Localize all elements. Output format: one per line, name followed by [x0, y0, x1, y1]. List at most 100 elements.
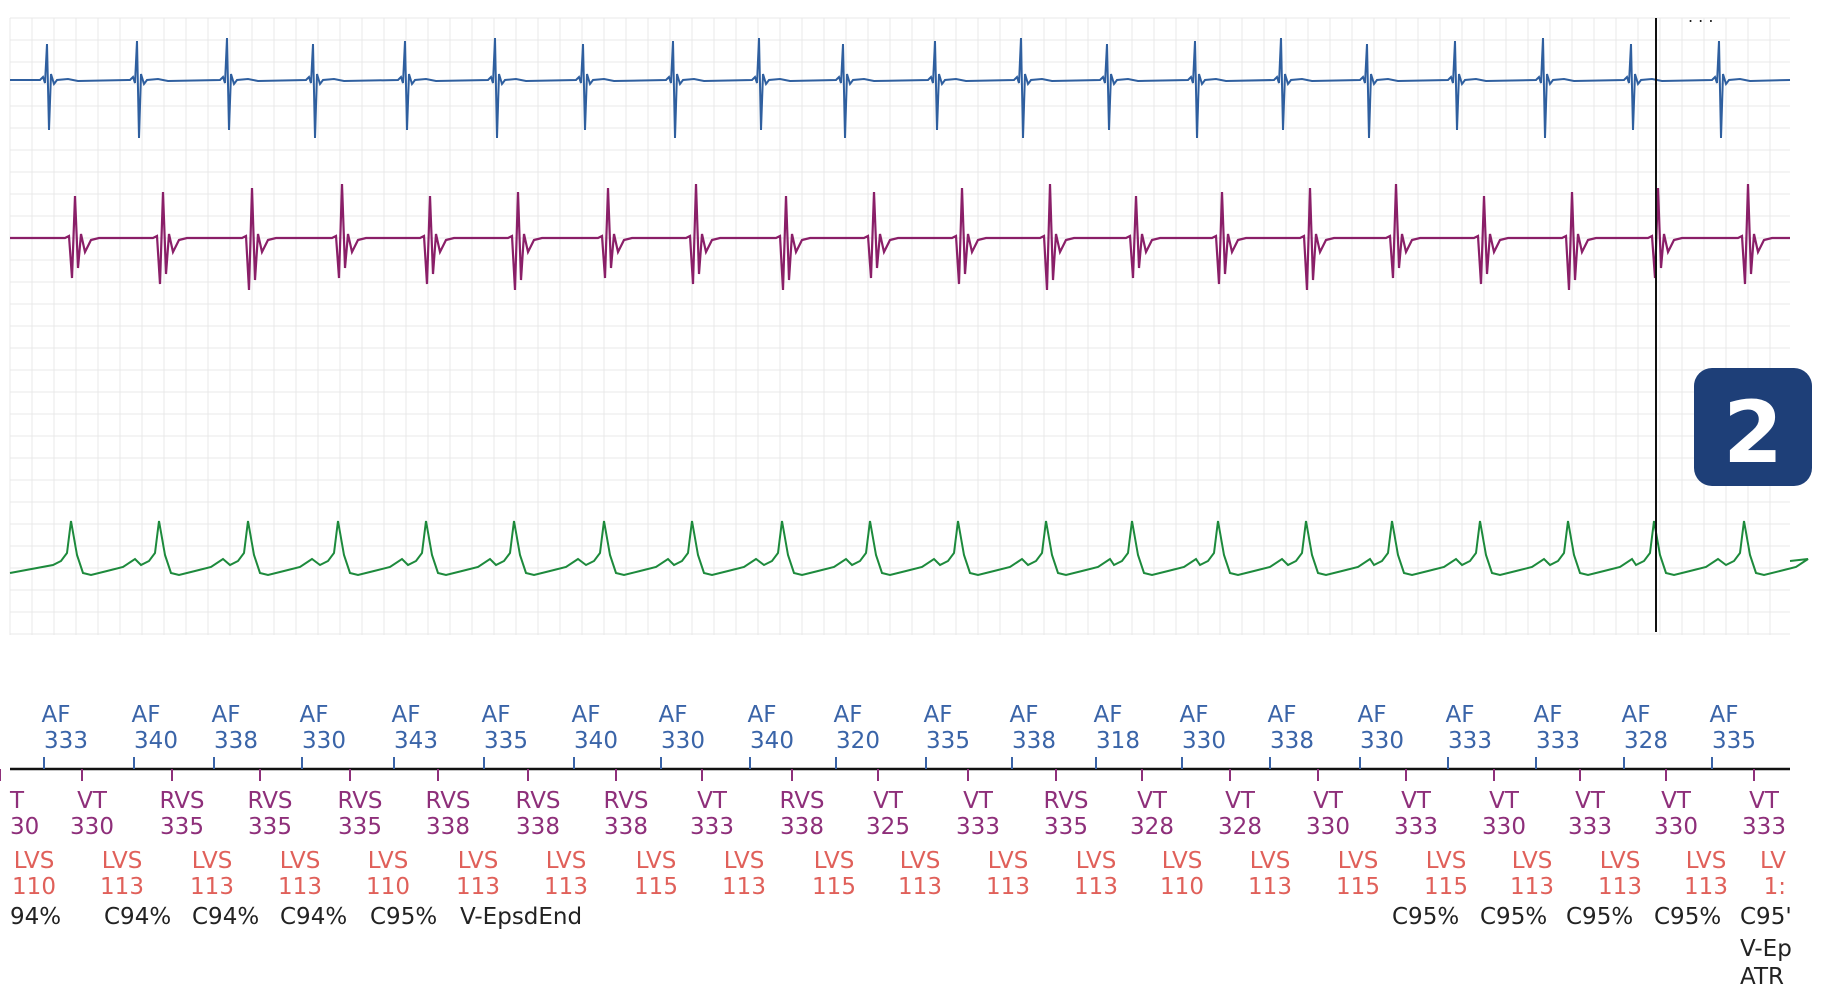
- ventricular-marker-interval: 338: [604, 814, 648, 840]
- atrial-marker-interval: 340: [134, 728, 178, 754]
- atrial-marker-label: AF: [212, 702, 241, 728]
- ventricular-marker-label: VT: [697, 788, 728, 814]
- atrial-marker-interval: 335: [1712, 728, 1756, 754]
- atrial-marker-interval: 340: [750, 728, 794, 754]
- lv-marker-interval: 113: [898, 874, 942, 900]
- ventricular-marker-label: RVS: [425, 788, 470, 814]
- atrial-marker-label: AF: [924, 702, 953, 728]
- atrial-marker-interval: 330: [661, 728, 705, 754]
- lv-marker-label: LVS: [192, 848, 233, 874]
- lv-marker-interval: 115: [634, 874, 678, 900]
- atrial-marker-label: AF: [1622, 702, 1651, 728]
- ventricular-marker-interval: 335: [338, 814, 382, 840]
- atrial-marker-interval: 333: [1536, 728, 1580, 754]
- ventricular-marker-label: VT: [1225, 788, 1256, 814]
- ventricular-marker-interval: 338: [426, 814, 470, 840]
- lv-marker-label: LVS: [1338, 848, 1379, 874]
- ventricular-marker-label: RVS: [1043, 788, 1088, 814]
- ventricular-marker-label: T: [9, 788, 25, 814]
- ventricular-marker-interval: 333: [1742, 814, 1786, 840]
- shock-egm-trace: [9, 520, 1809, 577]
- ventricular-marker-label: VT: [873, 788, 904, 814]
- lv-marker-interval: 113: [190, 874, 234, 900]
- capture-annotation: C95%: [370, 904, 437, 930]
- egm-grid: [9, 17, 1790, 635]
- atrial-marker-label: AF: [659, 702, 688, 728]
- atrial-marker-interval: 338: [1012, 728, 1056, 754]
- panel-badge-label: 2: [1723, 383, 1783, 483]
- ventricular-marker-interval: 338: [780, 814, 824, 840]
- ventricular-marker-label: RVS: [159, 788, 204, 814]
- lv-marker-label: LVS: [368, 848, 409, 874]
- atrial-marker-interval: 340: [574, 728, 618, 754]
- atrial-marker-interval: 330: [1360, 728, 1404, 754]
- ventricular-marker-interval: 338: [516, 814, 560, 840]
- atrial-marker-interval: 318: [1096, 728, 1140, 754]
- lv-marker-label: LVS: [900, 848, 941, 874]
- ventricular-marker-label: RVS: [247, 788, 292, 814]
- ventricular-marker-label: VT: [1137, 788, 1168, 814]
- lv-marker-interval: 113: [1510, 874, 1554, 900]
- lv-marker-label: LVS: [280, 848, 321, 874]
- ventricular-marker-interval: 335: [1044, 814, 1088, 840]
- ventricular-marker-label: RVS: [337, 788, 382, 814]
- atrial-marker-label: AF: [1010, 702, 1039, 728]
- lv-marker-label: LVS: [988, 848, 1029, 874]
- atrial-marker-label: AF: [748, 702, 777, 728]
- marker-ticks: [0, 757, 1755, 781]
- lv-marker-label: LV: [1760, 848, 1786, 874]
- lv-marker-interval: 113: [100, 874, 144, 900]
- panel-badge-box: [1694, 368, 1812, 486]
- lv-marker-label: LVS: [14, 848, 55, 874]
- ventricular-marker-interval: 330: [1654, 814, 1698, 840]
- lv-marker-label: LVS: [1686, 848, 1727, 874]
- lv-marker-interval: 1:: [1764, 874, 1786, 900]
- capture-annotation: C95%: [1654, 904, 1721, 930]
- ventricular-marker-interval: 333: [1394, 814, 1438, 840]
- capture-annotation: C94%: [192, 904, 259, 930]
- ventricular-marker-interval: 328: [1218, 814, 1262, 840]
- lv-marker-interval: 113: [986, 874, 1030, 900]
- atrial-marker-interval: 320: [836, 728, 880, 754]
- ventricular-marker-label: VT: [1313, 788, 1344, 814]
- ventricular-marker-interval: 330: [1306, 814, 1350, 840]
- ventricular-marker-interval: 328: [1130, 814, 1174, 840]
- atrial-marker-label: AF: [1094, 702, 1123, 728]
- capture-annotation: V-EpsdEnd: [460, 904, 582, 930]
- lv-marker-interval: 110: [12, 874, 56, 900]
- lv-marker-label: LVS: [1250, 848, 1291, 874]
- ventricular-marker-label: VT: [1575, 788, 1606, 814]
- episode-annotation: V-Ep: [1740, 936, 1792, 962]
- episode-annotation: ATR: [1740, 964, 1784, 990]
- atrial-marker-label: AF: [1534, 702, 1563, 728]
- lv-marker-interval: 113: [1074, 874, 1118, 900]
- lv-marker-label: LVS: [102, 848, 143, 874]
- atrial-marker-label: AF: [42, 702, 71, 728]
- lv-marker-interval: 110: [1160, 874, 1204, 900]
- lv-marker-interval: 113: [1248, 874, 1292, 900]
- capture-annotation: C94%: [104, 904, 171, 930]
- lv-marker-interval: 115: [812, 874, 856, 900]
- capture-annotation: C95%: [1566, 904, 1633, 930]
- lv-marker-label: LVS: [1162, 848, 1203, 874]
- atrial-marker-interval: 333: [44, 728, 88, 754]
- lv-marker-interval: 113: [544, 874, 588, 900]
- atrial-egm-trace: [10, 37, 1791, 139]
- atrial-marker-label: AF: [132, 702, 161, 728]
- atrial-marker-label: AF: [300, 702, 329, 728]
- ventricular-marker-interval: 333: [690, 814, 734, 840]
- lv-marker-label: LVS: [458, 848, 499, 874]
- lv-marker-interval: 113: [1598, 874, 1642, 900]
- ventricular-marker-interval: 30: [10, 814, 39, 840]
- capture-annotation: C95%: [1480, 904, 1547, 930]
- atrial-marker-label: AF: [1710, 702, 1739, 728]
- ventricular-marker-interval: 330: [70, 814, 114, 840]
- atrial-marker-label: AF: [834, 702, 863, 728]
- lv-marker-interval: 110: [366, 874, 410, 900]
- ventricular-marker-label: RVS: [603, 788, 648, 814]
- atrial-marker-interval: 338: [214, 728, 258, 754]
- ventricular-marker-label: RVS: [515, 788, 560, 814]
- atrial-marker-interval: 330: [1182, 728, 1226, 754]
- ventricular-marker-label: RVS: [779, 788, 824, 814]
- lv-marker-interval: 115: [1424, 874, 1468, 900]
